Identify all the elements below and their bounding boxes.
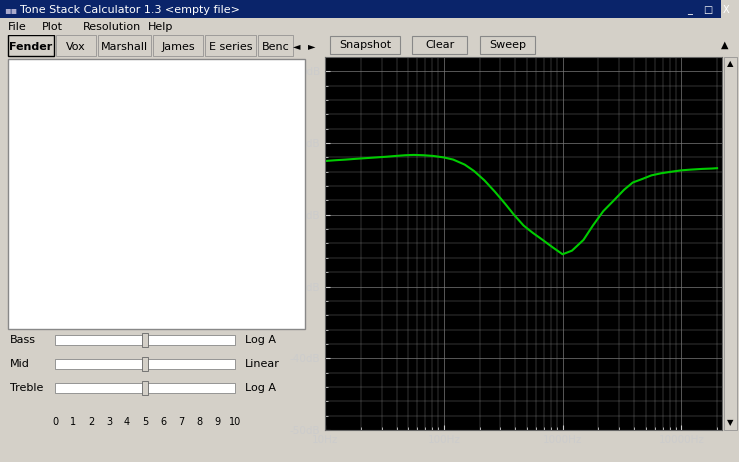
Text: 7: 7 — [178, 417, 184, 427]
Text: Mid: Mid — [10, 359, 30, 369]
Text: Fender: Fender — [10, 42, 52, 51]
Text: Out: Out — [259, 174, 277, 184]
Text: Tone Stack Calculator 1.3 <empty file>: Tone Stack Calculator 1.3 <empty file> — [20, 5, 240, 15]
Text: E series: E series — [208, 42, 252, 51]
Bar — [92, 128, 103, 194]
Text: Sweep: Sweep — [489, 40, 526, 50]
Text: 47n: 47n — [149, 227, 166, 236]
Text: □: □ — [704, 5, 712, 15]
Text: File: File — [8, 23, 27, 32]
Text: Clear: Clear — [425, 40, 454, 50]
Text: 1M: 1M — [194, 253, 208, 262]
Text: 6: 6 — [160, 417, 166, 427]
Text: 9: 9 — [214, 417, 220, 427]
Bar — [186, 194, 197, 226]
Text: _: _ — [687, 5, 692, 15]
Text: R2 (Treble): R2 (Treble) — [205, 136, 252, 146]
Text: R5 (load): R5 (load) — [183, 241, 223, 250]
Text: X: X — [723, 5, 729, 15]
Text: ▪▪: ▪▪ — [4, 5, 17, 15]
Text: Log A: Log A — [245, 383, 276, 393]
Text: 100k: 100k — [64, 142, 86, 151]
Text: 250k: 250k — [205, 147, 227, 156]
Text: Log A: Log A — [245, 335, 276, 345]
Text: 8: 8 — [196, 417, 202, 427]
Text: R3 (Bass): R3 (Bass) — [205, 197, 247, 207]
Text: 4: 4 — [124, 417, 130, 427]
Text: 0: 0 — [52, 417, 58, 427]
Text: Help: Help — [148, 23, 174, 32]
Text: Vox: Vox — [66, 42, 86, 51]
Text: Marshall: Marshall — [101, 42, 148, 51]
Text: ◄: ◄ — [293, 42, 301, 51]
Bar — [186, 243, 197, 270]
Text: 10k: 10k — [123, 253, 139, 262]
Text: 38k: 38k — [64, 214, 81, 223]
Text: 250k: 250k — [205, 208, 227, 217]
Text: Bass: Bass — [10, 335, 36, 345]
Bar — [186, 135, 197, 173]
Text: 100n: 100n — [149, 170, 170, 179]
Text: Resolution: Resolution — [83, 23, 141, 32]
Text: Snapshot: Snapshot — [339, 40, 391, 50]
Text: ▲: ▲ — [721, 40, 729, 50]
Text: ▲: ▲ — [726, 60, 733, 68]
Text: Treble: Treble — [10, 383, 44, 393]
Text: Plot: Plot — [42, 23, 63, 32]
Text: ▼: ▼ — [726, 419, 733, 427]
Text: James: James — [161, 42, 195, 51]
Text: 10: 10 — [229, 417, 241, 427]
Text: Zsrc: Zsrc — [64, 203, 84, 213]
Text: 1: 1 — [70, 417, 76, 427]
Text: 3: 3 — [106, 417, 112, 427]
Text: 5: 5 — [142, 417, 148, 427]
Text: ►: ► — [308, 42, 316, 51]
Text: 2: 2 — [88, 417, 94, 427]
Text: R4 (Mid): R4 (Mid) — [114, 243, 151, 252]
Text: Linear: Linear — [245, 359, 280, 369]
Text: 250p: 250p — [102, 90, 123, 99]
Text: C3: C3 — [149, 218, 161, 227]
Text: C2: C2 — [149, 162, 161, 170]
Bar — [131, 243, 141, 270]
Text: R1: R1 — [74, 131, 86, 140]
Text: Benc: Benc — [262, 42, 290, 51]
Text: C1: C1 — [106, 85, 118, 93]
